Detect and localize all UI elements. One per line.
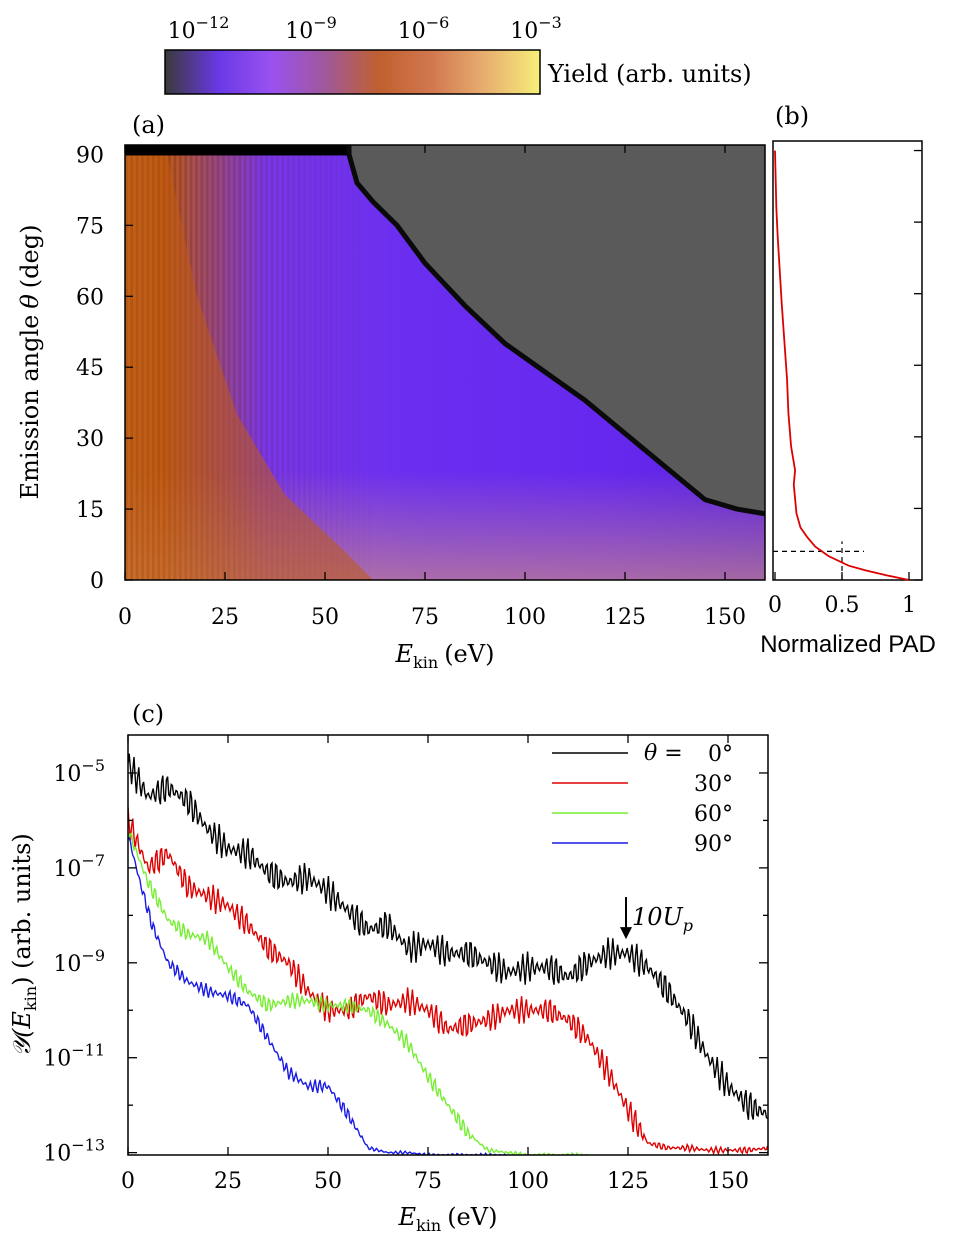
y-tick-label: 45	[76, 356, 104, 381]
heatmap-stripe	[238, 145, 241, 580]
panel-a-ylabel: Emission angleθ(deg)	[16, 225, 44, 500]
panel-a-xlabel: Ekin (eV)	[395, 640, 495, 672]
heatmap-stripe	[254, 145, 258, 580]
legend-label: 0°	[708, 742, 733, 767]
x-tick-label: 0	[118, 605, 132, 630]
c-x-tick-label: 0	[121, 1169, 135, 1194]
heatmap-stripe	[335, 145, 339, 580]
annotation-10up: 10Up	[620, 897, 693, 940]
y-tick-label: 15	[76, 498, 104, 523]
colorbar-tick-label: 10−9	[285, 13, 337, 44]
panel-a: (a) 0 25 50 75 100 125 150 0 15 30 45 60 75 90 Ekin (e…	[16, 111, 766, 672]
colorbar-gradient	[164, 49, 541, 95]
c-y-tick-label: 10−7	[53, 851, 105, 882]
legend-label: 90°	[694, 832, 733, 857]
heatmap-stripe	[243, 145, 247, 580]
heatmap-stripe	[324, 145, 328, 580]
y-tick-label: 60	[76, 285, 104, 310]
heatmap-high-yield-lobe	[125, 145, 373, 580]
pad-x-tick-label: 0	[768, 593, 782, 618]
heatmap-stripe	[303, 145, 306, 580]
annotation-label: 10Up	[632, 903, 693, 935]
panel-b: (b) 0 0.5 1 Normalized PAD	[760, 102, 936, 658]
c-x-tick-label: 150	[707, 1169, 749, 1194]
c-y-tick-label: 10−13	[43, 1136, 105, 1167]
pad-x-tick-label: 1	[902, 593, 916, 618]
x-tick-label: 100	[504, 605, 546, 630]
c-y-tick-label: 10−11	[43, 1041, 105, 1072]
panel-c-frame	[127, 734, 769, 1156]
pad-curve	[774, 150, 910, 581]
heatmap-image	[125, 145, 765, 580]
panel-c-ylabel: 𝒴(Ekin) (arb. units)	[8, 833, 40, 1057]
heatmap-stripe	[233, 145, 236, 580]
legend-title: θ =	[644, 741, 683, 766]
heatmap-stripe	[287, 145, 290, 580]
colorbar-tick-label: 10−3	[510, 13, 562, 44]
x-tick-label: 75	[411, 605, 439, 630]
heatmap-stripe	[281, 145, 285, 580]
y-tick-label: 90	[76, 143, 104, 168]
heatmap-stripe	[352, 145, 355, 580]
c-x-tick-label: 25	[214, 1169, 242, 1194]
colorbar-label: Yield (arb. units)	[547, 60, 752, 88]
annotation-arrow-head	[620, 927, 632, 940]
panel-c-label: (c)	[132, 700, 164, 728]
spectrum-line-30deg	[128, 807, 768, 1155]
x-tick-label: 150	[704, 605, 746, 630]
spectrum-line-0deg	[128, 753, 768, 1120]
x-tick-label: 50	[311, 605, 339, 630]
c-x-tick-label: 50	[314, 1169, 342, 1194]
y-tick-label: 0	[90, 569, 104, 594]
heatmap-stripe	[249, 145, 252, 580]
c-y-tick-label: 10−9	[53, 946, 105, 977]
legend-label: 60°	[694, 802, 733, 827]
colorbar-tick-label: 10−6	[398, 13, 450, 44]
panel-c-xlabel: Ekin (eV)	[398, 1203, 498, 1233]
heatmap-stripe	[276, 145, 279, 580]
heatmap-stripe	[292, 145, 295, 580]
colorbar-tick-label: 10−12	[168, 13, 230, 44]
heatmap-stripe	[363, 145, 366, 580]
heatmap-stripe	[330, 145, 333, 580]
c-x-tick-label: 125	[607, 1169, 649, 1194]
heatmap-stripe	[346, 145, 349, 580]
x-tick-label: 25	[211, 605, 239, 630]
heatmap-stripe	[222, 145, 225, 580]
heatmap-cutoff-region	[346, 145, 765, 517]
panel-c: (c) 0 25 50 75 100 125 150 10−5 10−7 10−9 10−11 10−…	[8, 700, 769, 1233]
legend: θ = 0° 30° 60° 90°	[552, 741, 733, 857]
c-x-tick-label: 75	[414, 1169, 442, 1194]
heatmap-stripe	[260, 145, 263, 580]
heatmap-stripe	[265, 145, 268, 580]
panel-b-label: (b)	[775, 102, 809, 130]
x-tick-label: 125	[604, 605, 646, 630]
c-y-tick-label: 10−5	[53, 756, 105, 787]
heatmap-stripe	[357, 145, 360, 580]
heatmap-stripe	[297, 145, 301, 580]
c-x-tick-label: 100	[507, 1169, 549, 1194]
panel-b-xlabel: Normalized PAD	[760, 631, 936, 658]
heatmap-stripe	[341, 145, 344, 580]
heatmap-stripe	[308, 145, 312, 580]
heatmap-stripe	[270, 145, 274, 580]
panel-a-frame	[124, 144, 766, 581]
spectrum-line-60deg	[128, 831, 588, 1155]
heatmap-stripe	[227, 145, 231, 580]
panel-a-label: (a)	[132, 111, 165, 139]
legend-label: 30°	[694, 772, 733, 797]
y-tick-label: 30	[76, 427, 104, 452]
heatmap-stripe	[314, 145, 317, 580]
heatmap-stripe	[319, 145, 322, 580]
colorbar: 10−12 10−9 10−6 10−3 Yield (arb. units)	[164, 13, 752, 95]
panel-b-frame	[772, 140, 923, 581]
pad-x-tick-label: 0.5	[825, 593, 860, 618]
y-tick-label: 75	[76, 214, 104, 239]
heatmap-stripe	[368, 145, 371, 580]
